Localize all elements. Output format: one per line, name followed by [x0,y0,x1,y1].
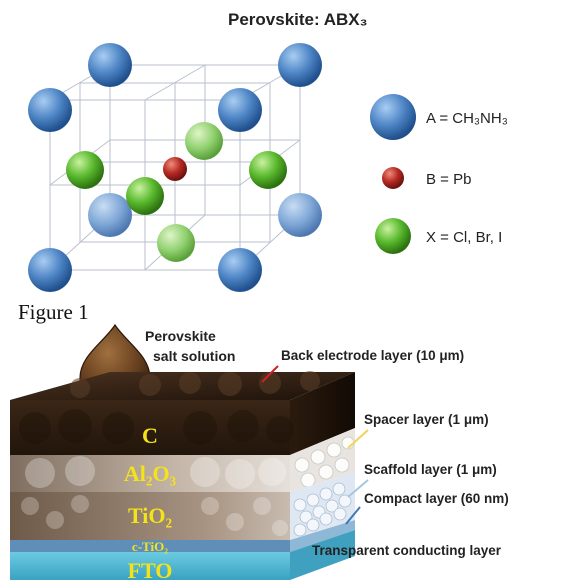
scaffold-callout: Scaffold layer (1 μm) [364,462,497,477]
atom-legend: A = CH₃NH₃ B = Pb X = Cl, Br, I [370,94,508,254]
atom-x [66,151,104,189]
compact-side-face [290,520,355,552]
fto-side-face [290,530,355,580]
figure-2: Perovskite salt solution [10,323,509,582]
atom-x [249,151,287,189]
compact-callout: Compact layer (60 nm) [364,491,509,506]
layer-callouts: Back electrode layer (10 μm) Spacer laye… [281,348,509,558]
legend-b-swatch [382,167,404,189]
carbon-particles [19,409,294,445]
fto-layer [10,552,290,580]
carbon-label: C [142,423,158,448]
compact-leader [345,506,361,525]
alumina-layer [10,455,290,492]
titania-layer [10,492,290,540]
fto-label: FTO [128,558,173,582]
atom-a [28,248,72,292]
legend-a-label: A = CH₃NH₃ [426,110,508,127]
figure-1-title: Perovskite: ABX₃ [228,10,368,29]
compact-layer [10,540,290,552]
carbon-side-face [290,372,355,455]
atom-x [157,224,195,262]
back-electrode-callout: Back electrode layer (10 μm) [281,348,464,363]
scaffold-leader [347,479,369,498]
layer-labels: C Al₂O₃ TiO₂ c-TiO₂ FTO [124,423,177,582]
back-electrode-leader [261,365,279,383]
drop-label-line1: Perovskite [145,328,216,344]
atom-x [126,177,164,215]
alumina-particles [25,456,286,489]
legend-b-label: B = Pb [426,171,471,188]
figure-1: Perovskite: ABX₃ [18,10,508,324]
compact-label: c-TiO₂ [132,539,168,554]
atom-x [185,122,223,160]
carbon-top-particles [70,371,320,398]
spacer-callout: Spacer layer (1 μm) [364,412,489,427]
spacer-leader [347,429,369,449]
atom-a [88,193,132,237]
transparent-callout: Transparent conducting layer [312,543,502,558]
legend-x-swatch [375,218,411,254]
atom-a [218,248,262,292]
legend-a-swatch [370,94,416,140]
figure-1-caption: Figure 1 [18,300,89,324]
titania-particles [21,495,288,536]
titania-label: TiO₂ [128,503,173,528]
atom-a [278,43,322,87]
atom-b [163,157,187,181]
alumina-side-particles [294,436,355,488]
drop-label-line2: salt solution [153,348,235,364]
alumina-label: Al₂O₃ [124,461,177,486]
legend-x-label: X = Cl, Br, I [426,229,502,246]
atom-a [28,88,72,132]
titania-side-particles [293,482,352,537]
atom-a [278,193,322,237]
atom-a [218,88,262,132]
atom-a [88,43,132,87]
carbon-layer [10,400,290,455]
